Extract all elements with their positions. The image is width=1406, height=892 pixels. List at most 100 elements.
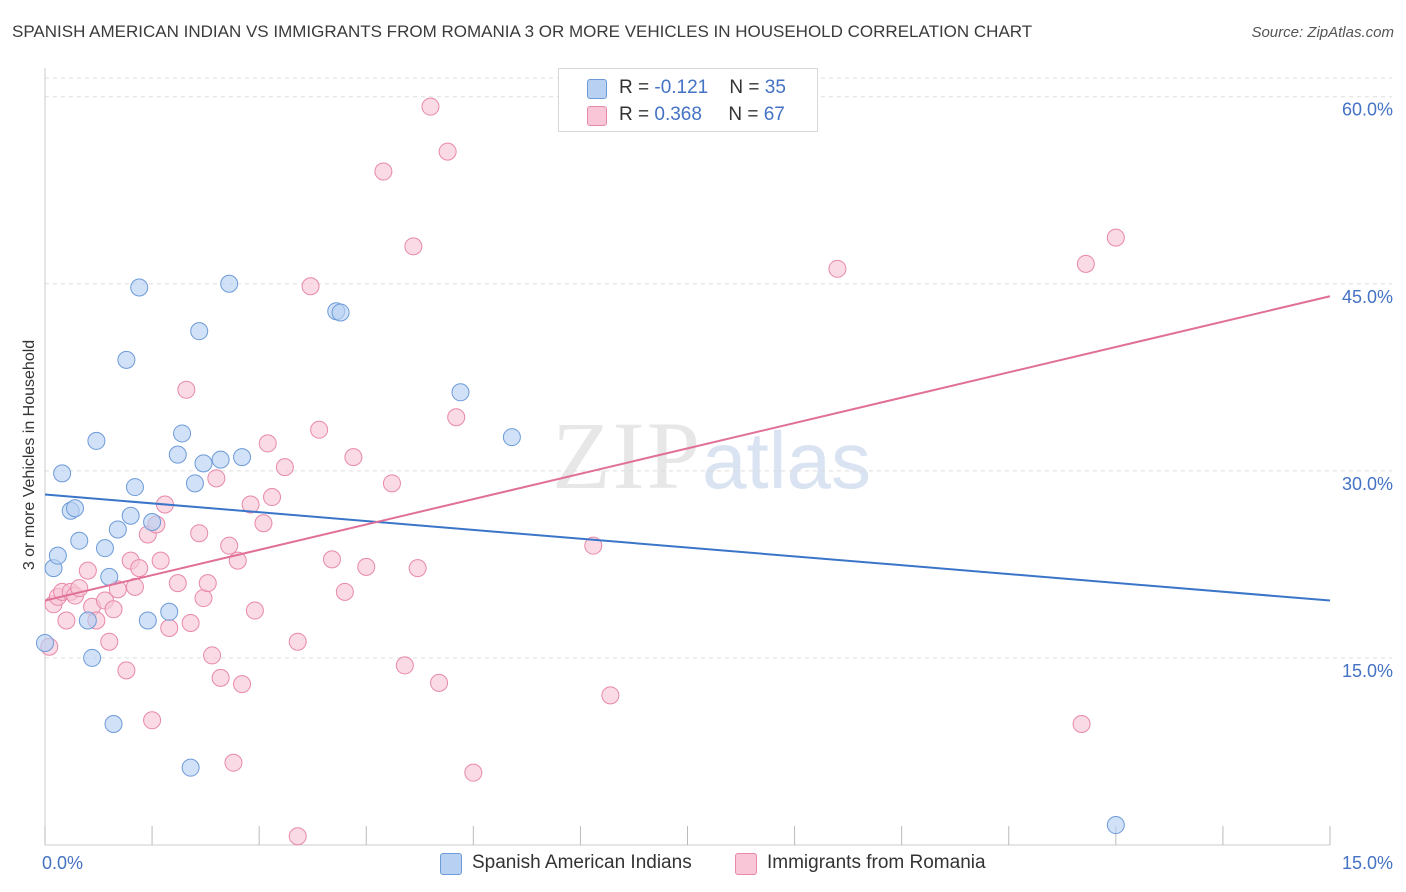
series-spanish-american-indians-points	[36, 274, 1125, 835]
point-immigrants-from-romania	[374, 162, 393, 181]
point-immigrants-from-romania	[344, 448, 363, 467]
chart-title: SPANISH AMERICAN INDIAN VS IMMIGRANTS FR…	[12, 22, 1033, 41]
point-immigrants-from-romania	[194, 589, 213, 608]
point-immigrants-from-romania	[143, 711, 162, 730]
point-spanish-american-indians	[130, 278, 149, 297]
y-tick-label: 30.0%	[1342, 474, 1393, 494]
point-immigrants-from-romania	[263, 488, 282, 507]
y-tick-label: 60.0%	[1342, 100, 1393, 120]
point-immigrants-from-romania	[233, 675, 252, 694]
point-immigrants-from-romania	[382, 474, 401, 493]
source-label: Source: ZipAtlas.com	[1251, 24, 1394, 41]
point-immigrants-from-romania	[245, 601, 264, 620]
point-immigrants-from-romania	[1072, 715, 1091, 734]
point-spanish-american-indians	[87, 431, 106, 450]
point-spanish-american-indians	[1106, 816, 1125, 835]
watermark: ZIPatlas	[552, 400, 871, 511]
point-immigrants-from-romania	[160, 618, 179, 637]
point-immigrants-from-romania	[447, 408, 466, 427]
trend-line-spanish-american-indians	[44, 493, 1331, 602]
gridlines	[45, 77, 1392, 659]
legend-label-spanish-american-indians: Spanish American Indians	[472, 852, 692, 873]
point-immigrants-from-romania	[190, 524, 209, 543]
point-spanish-american-indians	[331, 303, 350, 322]
point-spanish-american-indians	[53, 464, 72, 483]
correlation-legend: R = -0.121 N = 35 R = 0.368 N = 67	[558, 68, 818, 132]
y-axis-label: 3 or more Vehicles in Household	[21, 339, 38, 571]
point-spanish-american-indians	[181, 758, 200, 777]
point-spanish-american-indians	[451, 383, 470, 402]
point-immigrants-from-romania	[104, 600, 123, 619]
point-spanish-american-indians	[138, 611, 157, 630]
point-immigrants-from-romania	[404, 237, 423, 256]
point-immigrants-from-romania	[241, 495, 260, 514]
point-immigrants-from-romania	[601, 686, 620, 705]
watermark-zip: ZIP	[552, 402, 702, 509]
point-spanish-american-indians	[194, 454, 213, 473]
point-spanish-american-indians	[185, 474, 204, 493]
trend-line-immigrants-from-romania	[44, 295, 1331, 602]
legend-pink-n-label: N =	[728, 104, 764, 125]
point-immigrants-from-romania	[198, 574, 217, 593]
point-immigrants-from-romania	[151, 551, 170, 570]
legend-swatch-immigrants-from-romania	[735, 853, 757, 875]
axes	[44, 68, 1331, 846]
legend-swatch-pink	[587, 106, 607, 126]
point-immigrants-from-romania	[421, 97, 440, 116]
point-spanish-american-indians	[100, 567, 119, 586]
legend-swatch-blue	[587, 79, 607, 99]
point-spanish-american-indians	[125, 478, 144, 497]
point-immigrants-from-romania	[168, 574, 187, 593]
point-immigrants-from-romania	[322, 550, 341, 569]
point-spanish-american-indians	[211, 450, 230, 469]
point-immigrants-from-romania	[254, 514, 273, 533]
legend-swatch-spanish-american-indians	[440, 853, 462, 875]
point-immigrants-from-romania	[220, 536, 239, 555]
point-immigrants-from-romania	[584, 536, 603, 555]
point-spanish-american-indians	[95, 539, 114, 558]
point-immigrants-from-romania	[100, 632, 119, 651]
point-immigrants-from-romania	[430, 673, 449, 692]
point-immigrants-from-romania	[335, 582, 354, 601]
point-immigrants-from-romania	[177, 380, 196, 399]
watermark-atlas: atlas	[702, 416, 871, 505]
point-immigrants-from-romania	[275, 458, 294, 477]
point-immigrants-from-romania	[395, 656, 414, 675]
x-tick-label: 0.0%	[42, 853, 83, 873]
legend-blue-n-label: N =	[729, 77, 765, 98]
point-immigrants-from-romania	[207, 469, 226, 488]
point-immigrants-from-romania	[408, 559, 427, 578]
point-immigrants-from-romania	[203, 646, 222, 665]
point-immigrants-from-romania	[357, 557, 376, 576]
point-spanish-american-indians	[104, 715, 123, 734]
point-spanish-american-indians	[143, 512, 162, 531]
y-tick-label: 45.0%	[1342, 287, 1393, 307]
point-immigrants-from-romania	[1106, 228, 1125, 247]
trend-lines	[44, 295, 1331, 602]
point-spanish-american-indians	[121, 506, 140, 525]
point-spanish-american-indians	[78, 611, 97, 630]
point-spanish-american-indians	[220, 274, 239, 293]
legend-label-immigrants-from-romania: Immigrants from Romania	[767, 852, 986, 873]
point-immigrants-from-romania	[78, 561, 97, 580]
point-immigrants-from-romania	[828, 259, 847, 278]
point-spanish-american-indians	[117, 350, 136, 369]
point-immigrants-from-romania	[224, 753, 243, 772]
point-immigrants-from-romania	[288, 632, 307, 651]
point-immigrants-from-romania	[57, 611, 76, 630]
legend-blue-r-value: -0.121	[654, 77, 709, 98]
point-immigrants-from-romania	[464, 763, 483, 782]
point-spanish-american-indians	[36, 633, 54, 652]
point-spanish-american-indians	[233, 448, 252, 467]
tick-labels: 15.0% 30.0% 45.0% 60.0% 0.0% 15.0%	[42, 100, 1393, 873]
point-immigrants-from-romania	[211, 668, 230, 687]
legend-pink-r-value: 0.368	[654, 104, 702, 125]
legend-pink-n-value: 67	[763, 104, 785, 125]
point-spanish-american-indians	[190, 322, 209, 341]
point-immigrants-from-romania	[130, 559, 149, 578]
point-spanish-american-indians	[65, 499, 84, 518]
point-immigrants-from-romania	[258, 434, 277, 453]
point-immigrants-from-romania	[1076, 254, 1095, 273]
legend-pink-r-label: R =	[619, 104, 655, 125]
